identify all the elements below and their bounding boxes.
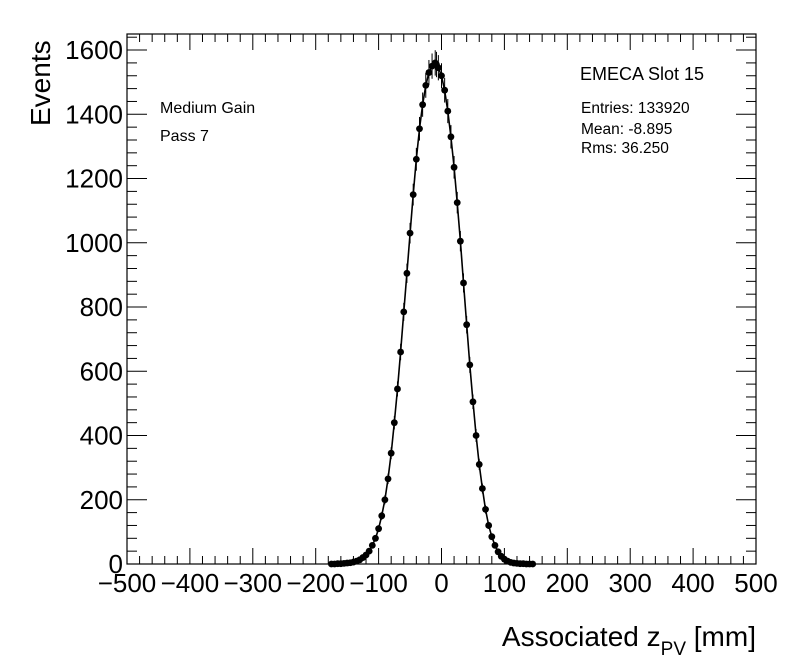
data-point [444, 107, 452, 115]
data-point [472, 432, 480, 439]
y-tick-label: 800 [80, 292, 123, 322]
data-point [372, 534, 379, 542]
data-point [375, 525, 382, 533]
x-axis-label-main: Associated z [502, 621, 661, 652]
annotation-gain: Medium Gain [160, 100, 255, 117]
y-tick-label: 0 [109, 549, 123, 579]
y-axis-label: Events [25, 40, 56, 126]
x-axis-label: Associated zPV [mm] [502, 621, 756, 660]
y-tick-label: 1200 [65, 164, 123, 194]
data-point [412, 155, 420, 163]
y-tick-label: 200 [80, 485, 123, 515]
data-point [456, 237, 464, 245]
data-point [475, 461, 483, 468]
data-point [400, 308, 408, 316]
data-point [365, 547, 373, 555]
data-point [488, 533, 496, 541]
x-tick-label: 100 [483, 568, 526, 598]
y-tick-label: 1000 [65, 228, 123, 258]
data-point [387, 449, 395, 457]
data-point [416, 125, 423, 133]
y-tick-label: 1600 [65, 35, 123, 65]
chart-title: EMECA Slot 15 [580, 64, 704, 84]
x-tick-label: 500 [734, 568, 777, 598]
data-point [406, 229, 414, 237]
data-point [422, 81, 430, 89]
x-tick-label: 300 [609, 568, 652, 598]
data-point [384, 475, 392, 483]
annotation-pass: Pass 7 [160, 128, 209, 145]
data-point [368, 541, 376, 549]
data-point [469, 398, 477, 406]
data-point [403, 269, 411, 277]
data-point [419, 101, 427, 109]
x-tick-label: 200 [546, 568, 589, 598]
data-point [434, 64, 442, 72]
data-point [453, 199, 461, 207]
data-point [378, 512, 386, 520]
x-tick-label: −100 [349, 568, 408, 598]
y-tick-label: 600 [80, 356, 123, 386]
stats-entries: Entries: 133920 [581, 100, 690, 117]
data-point [450, 163, 458, 171]
data-point [447, 133, 455, 141]
data-point [409, 191, 417, 199]
x-axis-label-unit: [mm] [686, 621, 756, 652]
data-point [394, 385, 401, 393]
data-point [381, 496, 389, 504]
data-points [328, 50, 537, 568]
data-point [441, 86, 449, 94]
data-point [466, 361, 474, 369]
y-tick-label: 400 [80, 421, 123, 451]
data-point [491, 541, 499, 549]
data-point [425, 69, 433, 76]
x-tick-label: −500 [98, 568, 157, 598]
y-tick-label: 1400 [65, 99, 123, 129]
x-axis-label-subscript: PV [661, 639, 687, 660]
data-point [463, 321, 471, 329]
x-tick-label: 0 [434, 568, 448, 598]
data-point [460, 279, 467, 287]
y-tick-labels: 0 200 400 600 800 1000 1200 1400 1600 [65, 35, 123, 579]
data-point [482, 505, 489, 513]
data-point [485, 522, 493, 529]
x-tick-label: −300 [224, 568, 283, 598]
data-point [390, 419, 398, 427]
data-point [529, 560, 537, 568]
x-tick-label: 400 [671, 568, 714, 598]
axis-ticks [126, 34, 757, 565]
x-tick-labels: −500 −400 −300 −200 −100 0 100 200 300 400 500 [98, 568, 778, 598]
stats-rms: Rms: 36.250 [581, 140, 669, 157]
stats-mean: Mean: -8.895 [581, 121, 672, 138]
data-point [397, 348, 405, 356]
data-point [478, 485, 486, 492]
data-point [438, 72, 445, 80]
x-tick-label: −200 [286, 568, 345, 598]
x-tick-label: −400 [161, 568, 220, 598]
